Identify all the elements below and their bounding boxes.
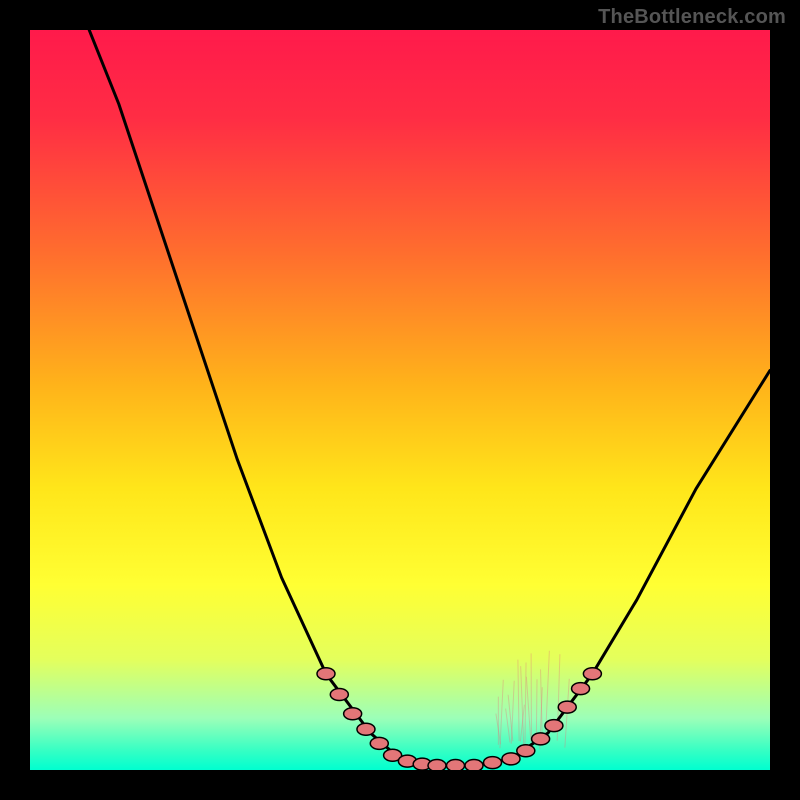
bottleneck-curve	[89, 30, 770, 766]
plot-frame	[30, 30, 770, 770]
attribution-text: TheBottleneck.com	[598, 6, 786, 29]
valley-marker	[447, 760, 465, 770]
valley-marker	[532, 733, 550, 745]
valley-marker	[428, 760, 446, 770]
valley-marker	[465, 760, 483, 770]
valley-marker	[330, 689, 348, 701]
valley-marker	[558, 701, 576, 713]
chart-container: TheBottleneck.com	[0, 0, 800, 800]
valley-marker	[344, 708, 362, 720]
valley-marker	[317, 668, 335, 680]
valley-marker	[502, 753, 520, 765]
valley-marker	[370, 737, 388, 749]
valley-marker	[357, 723, 375, 735]
valley-marker	[545, 720, 563, 732]
valley-marker	[517, 745, 535, 757]
valley-marker	[583, 668, 601, 680]
plot-curve-layer	[30, 30, 770, 770]
valley-marker	[572, 683, 590, 695]
valley-marker	[484, 757, 502, 769]
valley-fuzz	[496, 651, 569, 749]
